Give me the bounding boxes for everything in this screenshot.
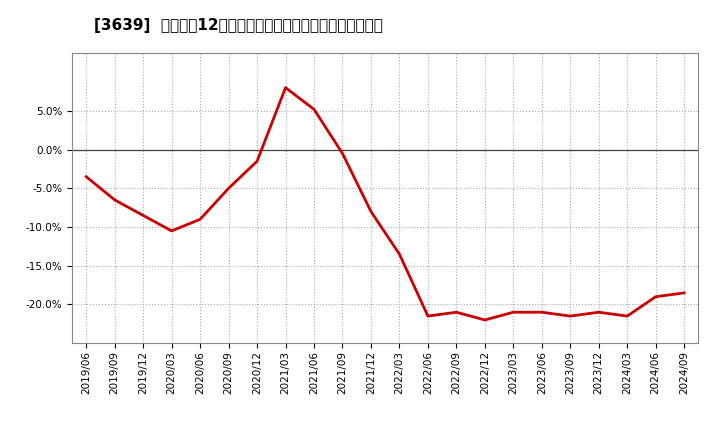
Text: [3639]  売上高の12か月移動合計の対前年同期増減率の推移: [3639] 売上高の12か月移動合計の対前年同期増減率の推移 — [94, 18, 382, 33]
